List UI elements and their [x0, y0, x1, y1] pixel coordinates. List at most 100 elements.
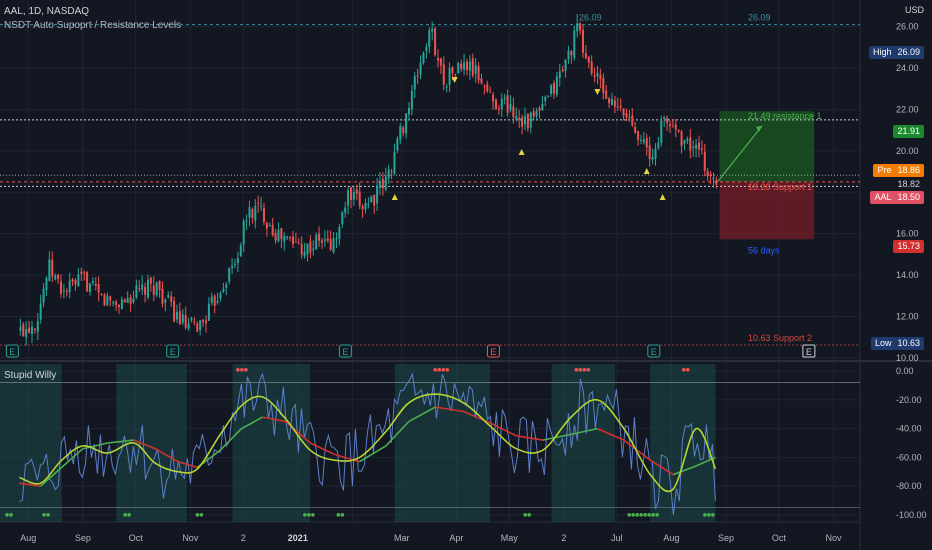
candle-body: [637, 131, 640, 140]
candle-body: [535, 110, 538, 117]
oversold-dot: [647, 513, 651, 517]
oscillator-slow-line-segment: [649, 459, 674, 476]
overbought-dot: [240, 367, 244, 372]
candle-body: [326, 238, 329, 241]
candle-body: [138, 288, 141, 290]
earnings-marker-box: [338, 344, 352, 358]
last-close-badge: 18.82: [893, 178, 924, 191]
oversold-dot: [627, 513, 631, 517]
candle-body: [416, 75, 419, 77]
oversold-dot: [635, 513, 639, 517]
candle-body: [338, 227, 341, 240]
time-tick-label: Oct: [129, 533, 144, 543]
price-tick-label: 24.00: [896, 63, 919, 73]
candle-body: [280, 228, 283, 240]
candle-body: [97, 284, 100, 293]
candle-body: [463, 62, 466, 70]
candle-body: [622, 108, 625, 116]
candle-body: [584, 53, 587, 59]
candle-body: [294, 241, 297, 243]
candle-body: [88, 283, 91, 292]
candle-body: [219, 293, 222, 299]
candle-body: [91, 280, 94, 284]
time-tick-label: Mar: [394, 533, 410, 543]
candle-body: [564, 59, 567, 71]
target-zone: [719, 111, 815, 182]
overbought-dot: [437, 367, 442, 372]
oscillator-fast-line: [19, 393, 717, 493]
oversold-dot: [46, 513, 50, 517]
oscillator-zone: [0, 364, 62, 522]
price-tick-label: 12.00: [896, 312, 919, 322]
oversold-dot: [340, 513, 345, 517]
currency-label: USD: [904, 5, 924, 15]
candle-body: [616, 106, 619, 108]
oscillator-slow-line-segment: [262, 416, 286, 423]
oscillator-slow-line-segment: [82, 442, 108, 450]
support-2-label: 10.63 Support 2: [748, 333, 812, 343]
candle-body: [419, 62, 422, 75]
oscillator-title: Stupid Willy: [4, 370, 57, 381]
candle-body: [489, 91, 492, 93]
candle-body: [222, 288, 225, 292]
candle-body: [68, 280, 71, 293]
oscillator-slow-line-segment: [408, 406, 436, 423]
oscillator-slow-line-segment: [154, 448, 179, 463]
candle-body: [686, 138, 689, 141]
candle-body: [619, 105, 622, 108]
candle-body: [106, 295, 109, 306]
oscillator-slow-line-segment: [284, 420, 311, 444]
projection-arrow-head: [756, 125, 762, 132]
oscillator-zone: [232, 364, 311, 522]
candle-body: [593, 75, 596, 77]
price-tick-label: 22.00: [896, 104, 919, 114]
candle-body: [547, 95, 550, 97]
candle-body: [257, 202, 260, 204]
oversold-dot: [523, 513, 527, 517]
earnings-marker-box: [486, 344, 500, 358]
candle-body: [178, 311, 181, 325]
candle-body: [25, 328, 28, 338]
pre-market-badge: Pre 18.86: [873, 164, 924, 177]
candle-body: [590, 61, 593, 74]
candle-body: [291, 236, 294, 244]
candle-body: [648, 145, 651, 159]
candle-body: [373, 194, 376, 206]
candle-body: [460, 63, 463, 70]
oscillator-slow-line-segment: [19, 482, 41, 487]
support-1-label: 18.28 Support 1: [748, 182, 812, 192]
earnings-marker: E: [166, 344, 180, 358]
oscillator-slow-line-segment: [133, 439, 156, 450]
earnings-marker: E: [5, 344, 19, 358]
candle-body: [500, 99, 503, 110]
oversold-dot: [651, 513, 655, 517]
candle-body: [413, 76, 416, 90]
overbought-dot: [441, 367, 446, 372]
candle-body: [364, 202, 367, 210]
candle-body: [677, 129, 680, 132]
candle-body: [213, 295, 216, 306]
candle-body: [434, 28, 437, 55]
sell-signal-triangle: [594, 89, 601, 95]
time-tick-label: Nov: [826, 533, 843, 543]
candle-body: [117, 304, 120, 308]
overbought-dot: [586, 367, 591, 372]
candle-body: [152, 285, 155, 295]
time-tick-label: 2: [241, 533, 246, 543]
candle-body: [474, 65, 477, 74]
time-tick-label: Apr: [449, 533, 463, 543]
candle-body: [587, 56, 590, 63]
candle-body: [242, 220, 245, 245]
oversold-dot: [303, 513, 307, 517]
high-badge-value: 26.09: [897, 47, 920, 57]
price-tick-label: 14.00: [896, 270, 919, 280]
overbought-dot: [681, 367, 686, 372]
candle-body: [318, 233, 321, 241]
candle-body: [42, 288, 45, 303]
oscillator-zone: [551, 364, 616, 522]
candle-body: [71, 279, 74, 282]
candle-body: [451, 66, 454, 74]
candle-body: [245, 220, 248, 222]
candle-body: [570, 51, 573, 56]
